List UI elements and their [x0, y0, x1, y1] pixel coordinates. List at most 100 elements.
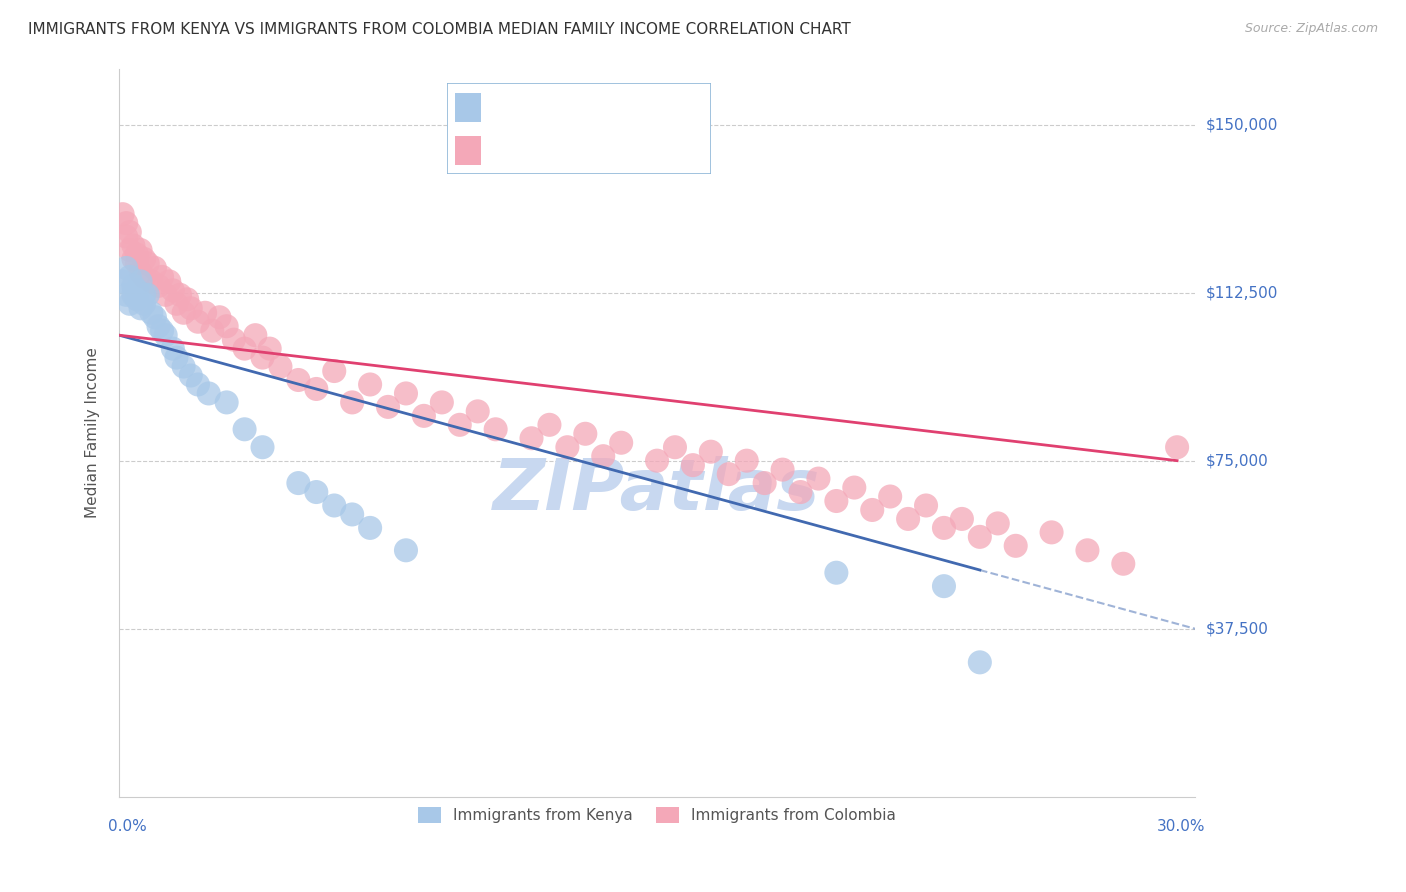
Point	[1166, 440, 1188, 454]
Point	[682, 458, 704, 472]
Point	[157, 274, 180, 288]
Point	[180, 368, 202, 383]
Point	[592, 449, 614, 463]
Point	[269, 359, 291, 374]
Point	[1040, 525, 1063, 540]
Y-axis label: Median Family Income: Median Family Income	[86, 347, 100, 518]
Point	[143, 260, 166, 275]
Point	[340, 395, 363, 409]
Point	[115, 260, 138, 275]
Point	[915, 499, 938, 513]
Point	[1004, 539, 1026, 553]
Point	[700, 444, 723, 458]
Point	[136, 288, 159, 302]
Point	[162, 342, 184, 356]
Point	[825, 566, 848, 580]
Point	[359, 521, 381, 535]
Point	[449, 417, 471, 432]
Point	[222, 333, 245, 347]
Point	[772, 462, 794, 476]
Point	[125, 247, 148, 261]
Point	[305, 382, 328, 396]
Point	[136, 256, 159, 270]
Point	[287, 373, 309, 387]
Point	[115, 288, 138, 302]
Point	[125, 293, 148, 307]
Point	[807, 472, 830, 486]
Point	[150, 269, 173, 284]
Point	[118, 225, 141, 239]
Point	[173, 359, 195, 374]
Point	[252, 440, 274, 454]
Point	[987, 516, 1010, 531]
Point	[879, 490, 901, 504]
Point	[129, 301, 152, 316]
Point	[122, 288, 145, 302]
Point	[1112, 557, 1135, 571]
Point	[129, 265, 152, 279]
Point	[754, 476, 776, 491]
Point	[125, 284, 148, 298]
Text: $150,000: $150,000	[1206, 117, 1278, 132]
Point	[155, 328, 177, 343]
Point	[111, 274, 134, 288]
Point	[129, 243, 152, 257]
Text: 0.0%: 0.0%	[108, 819, 148, 834]
Point	[1076, 543, 1098, 558]
Point	[377, 400, 399, 414]
Point	[155, 288, 177, 302]
Text: $37,500: $37,500	[1206, 621, 1270, 636]
Point	[789, 485, 811, 500]
Point	[180, 301, 202, 316]
Point	[932, 579, 955, 593]
Point	[215, 319, 238, 334]
Point	[201, 324, 224, 338]
Text: $75,000: $75,000	[1206, 453, 1268, 468]
Point	[118, 297, 141, 311]
Point	[610, 435, 633, 450]
Point	[215, 395, 238, 409]
Point	[122, 238, 145, 252]
Point	[323, 499, 346, 513]
Point	[162, 284, 184, 298]
Point	[187, 315, 209, 329]
Point	[574, 426, 596, 441]
Point	[645, 453, 668, 467]
Point	[233, 342, 256, 356]
Point	[287, 476, 309, 491]
Point	[129, 274, 152, 288]
Point	[143, 310, 166, 325]
Point	[150, 324, 173, 338]
Point	[187, 377, 209, 392]
Point	[932, 521, 955, 535]
Point	[118, 243, 141, 257]
Point	[969, 656, 991, 670]
Point	[111, 207, 134, 221]
Point	[245, 328, 267, 343]
Point	[664, 440, 686, 454]
Point	[430, 395, 453, 409]
Point	[173, 306, 195, 320]
Point	[485, 422, 508, 436]
Point	[125, 256, 148, 270]
Point	[844, 481, 866, 495]
Point	[194, 306, 217, 320]
Point	[897, 512, 920, 526]
Point	[557, 440, 579, 454]
Point	[134, 297, 156, 311]
Point	[169, 288, 191, 302]
Legend: Immigrants from Kenya, Immigrants from Colombia: Immigrants from Kenya, Immigrants from C…	[412, 801, 903, 830]
Point	[305, 485, 328, 500]
Point	[717, 467, 740, 482]
Point	[395, 543, 418, 558]
Text: IMMIGRANTS FROM KENYA VS IMMIGRANTS FROM COLOMBIA MEDIAN FAMILY INCOME CORRELATI: IMMIGRANTS FROM KENYA VS IMMIGRANTS FROM…	[28, 22, 851, 37]
Point	[115, 216, 138, 230]
Point	[148, 319, 170, 334]
Text: ZIPatlas: ZIPatlas	[494, 457, 821, 525]
Point	[259, 342, 281, 356]
Point	[520, 431, 543, 445]
Point	[340, 508, 363, 522]
Point	[122, 252, 145, 266]
Point	[115, 229, 138, 244]
Point	[359, 377, 381, 392]
